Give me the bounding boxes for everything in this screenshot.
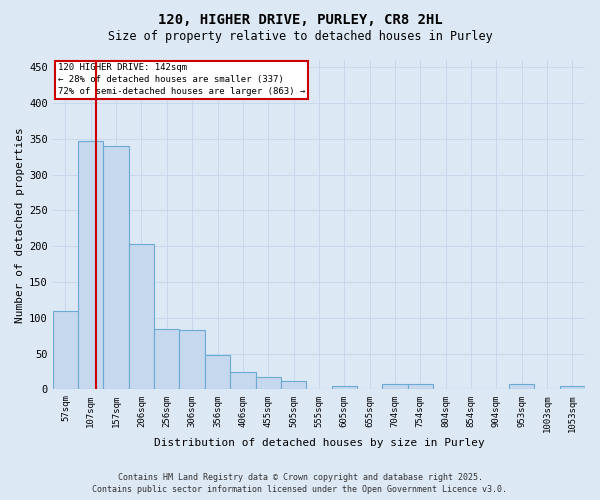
Bar xyxy=(103,146,129,390)
Bar xyxy=(205,355,230,390)
Text: 120 HIGHER DRIVE: 142sqm
← 28% of detached houses are smaller (337)
72% of semi-: 120 HIGHER DRIVE: 142sqm ← 28% of detach… xyxy=(58,64,305,96)
Bar xyxy=(332,386,357,390)
Text: Contains HM Land Registry data © Crown copyright and database right 2025.
Contai: Contains HM Land Registry data © Crown c… xyxy=(92,473,508,494)
Text: Size of property relative to detached houses in Purley: Size of property relative to detached ho… xyxy=(107,30,493,43)
Bar xyxy=(129,244,154,390)
Bar xyxy=(230,372,256,390)
Bar xyxy=(407,384,433,390)
Bar xyxy=(560,386,585,390)
Bar xyxy=(256,376,281,390)
Bar xyxy=(281,381,306,390)
Bar xyxy=(509,384,535,390)
Bar xyxy=(53,310,78,390)
Text: 120, HIGHER DRIVE, PURLEY, CR8 2HL: 120, HIGHER DRIVE, PURLEY, CR8 2HL xyxy=(158,12,442,26)
Bar xyxy=(382,384,407,390)
X-axis label: Distribution of detached houses by size in Purley: Distribution of detached houses by size … xyxy=(154,438,484,448)
Bar xyxy=(154,328,179,390)
Bar xyxy=(78,141,103,390)
Bar xyxy=(179,330,205,390)
Y-axis label: Number of detached properties: Number of detached properties xyxy=(15,127,25,322)
